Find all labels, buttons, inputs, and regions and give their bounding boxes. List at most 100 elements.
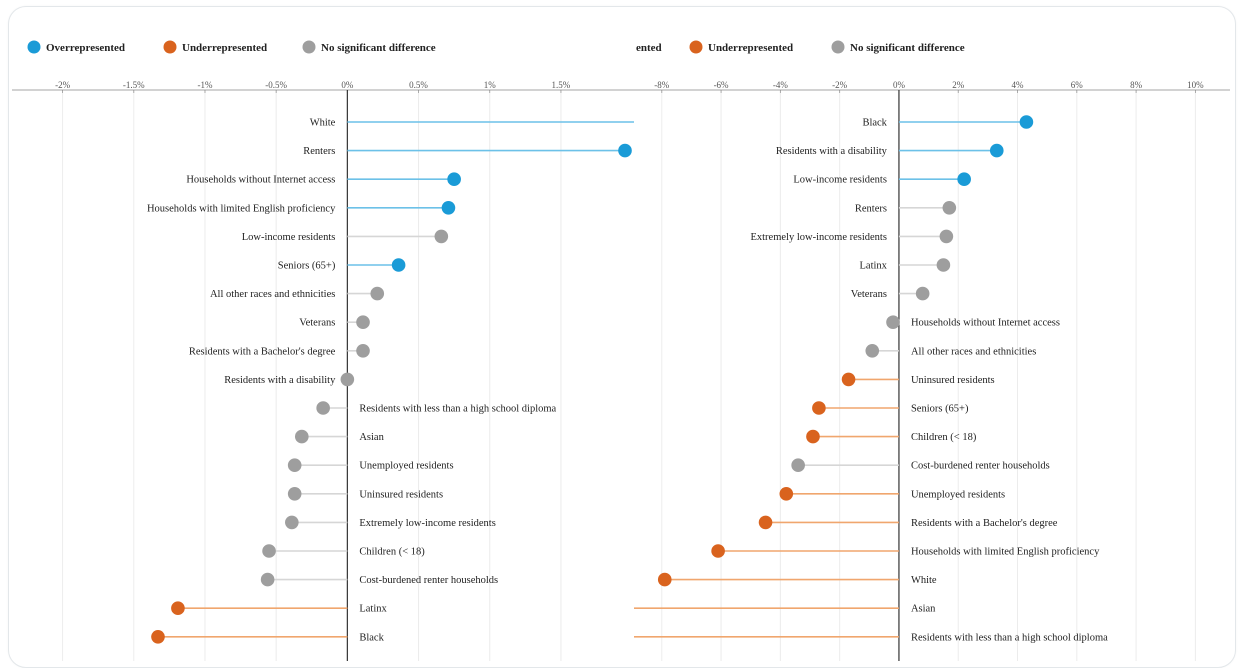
legend: ented Underrepresented No significant diff… (636, 40, 965, 54)
legend-no-significant-difference-label: No significant difference (850, 42, 965, 54)
category-label: Latinx (860, 261, 888, 272)
category-label: Asian (911, 604, 936, 615)
left-chart-panel: Overrepresented Underrepresented No signif… (12, 0, 634, 661)
lollipop-dot (989, 143, 1004, 158)
x-tick-label: 1% (484, 80, 497, 90)
x-tick-label: -8% (654, 80, 669, 90)
lollipop-row: Residents with a Bachelor's degree (758, 515, 1058, 530)
lollipop-row: Latinx (171, 601, 388, 615)
lollipop-row: Veterans (851, 286, 930, 301)
lollipop-dot (434, 229, 449, 244)
lollipop-dot (441, 201, 456, 215)
x-tick-label: -4% (773, 80, 788, 90)
lollipop-dot (356, 315, 370, 330)
category-label: Households without Internet access (911, 318, 1060, 329)
legend-underrepresented-label: Underrepresented (182, 42, 267, 54)
lollipop-row: All other races and ethnicities (210, 286, 385, 301)
lollipop-row: White (657, 572, 937, 587)
category-label: Households with limited English proficie… (147, 203, 336, 214)
lollipop-dot (865, 344, 880, 358)
lollipop-row: Black (151, 630, 385, 644)
lollipop-row: Children (< 18) (262, 544, 425, 558)
lollipop-row: Households without Internet access (186, 172, 461, 186)
lollipop-dot (1019, 115, 1034, 129)
lollipop-row: Uninsured residents (841, 372, 995, 387)
category-label: Children (< 18) (911, 432, 977, 443)
x-tick-label: 0% (893, 80, 906, 90)
lollipop-row: Uninsured residents (287, 487, 443, 501)
lollipop-dot (356, 344, 370, 358)
category-label: Households without Internet access (186, 175, 335, 186)
category-label: Seniors (65+) (911, 404, 969, 415)
lollipop-dot (340, 372, 355, 387)
lollipop-row: Unemployed residents (779, 487, 1005, 501)
lollipop-dot (841, 372, 856, 387)
category-label: Renters (855, 203, 887, 214)
x-tick-label: 4% (1012, 80, 1025, 90)
lollipop-row: Residents with a Bachelor's degree (189, 344, 370, 358)
lollipop-row: Latinx (860, 258, 951, 272)
legend-underrepresented-swatch (689, 40, 703, 54)
lollipop-dot (285, 515, 299, 530)
lollipop-dot (316, 401, 330, 415)
lollipop-row: Residents with less than a high school d… (634, 632, 1108, 643)
lollipops: White Renters Households without Internet … (147, 118, 634, 644)
x-tick-label: 10% (1187, 80, 1204, 90)
x-tick-label: 2% (952, 80, 965, 90)
lollipop-dot (779, 487, 794, 501)
category-label: Residents with a disability (224, 375, 336, 386)
category-label: Cost-burdened renter households (911, 461, 1050, 472)
lollipop-dot (812, 401, 826, 415)
lollipop-dot (942, 201, 957, 215)
category-label: Renters (303, 146, 335, 157)
lollipop-dot (618, 143, 632, 158)
x-tick-label: -0.5% (265, 80, 287, 90)
category-label: Uninsured residents (911, 375, 995, 386)
lollipop-row: All other races and ethnicities (865, 344, 1036, 358)
legend-overrepresented-label-cropped: ented (636, 42, 662, 54)
x-tick-label: -1% (197, 80, 212, 90)
legend-no-significant-difference-swatch (302, 40, 316, 54)
lollipop-dot (287, 487, 302, 501)
legend: Overrepresented Underrepresented No signif… (27, 40, 436, 54)
legend-no-significant-difference-swatch (831, 40, 845, 54)
category-label: Black (359, 632, 384, 643)
lollipop-dot (260, 572, 275, 587)
grid: -8% -6% -4% -2% 0% 2% 4% 6% 8% 10% (634, 80, 1230, 661)
lollipop-dot (287, 458, 302, 473)
legend-no-significant-difference-label: No significant difference (321, 42, 436, 54)
category-label: Residents with less than a high school d… (359, 404, 556, 415)
category-label: Unemployed residents (359, 461, 453, 472)
lollipop-row: Residents with a disability (776, 143, 1004, 158)
category-label: White (310, 118, 336, 129)
lollipop-row: Residents with a disability (224, 372, 355, 387)
category-label: Cost-burdened renter households (359, 575, 498, 586)
lollipop-dot (915, 286, 930, 301)
x-tick-label: -2% (55, 80, 70, 90)
lollipop-dot (711, 544, 725, 558)
lollipop-row: Households without Internet access (886, 315, 1060, 330)
lollipop-dot (171, 601, 185, 615)
x-tick-label: 0% (341, 80, 354, 90)
category-label: Veterans (851, 289, 887, 300)
legend-underrepresented-label: Underrepresented (708, 42, 793, 54)
lollipop-dot (957, 172, 971, 186)
lollipop-row: Extremely low-income residents (750, 229, 954, 244)
lollipop-dot (939, 229, 954, 244)
x-tick-label: -6% (714, 80, 729, 90)
category-label: Uninsured residents (359, 489, 443, 500)
category-label: Extremely low-income residents (750, 232, 886, 243)
legend-overrepresented-swatch (27, 40, 41, 54)
lollipop-dot (370, 286, 385, 301)
lollipop-dot (262, 544, 276, 558)
category-label: Residents with less than a high school d… (911, 632, 1108, 643)
lollipop-dot (294, 429, 309, 444)
lollipop-dot (791, 458, 805, 473)
lollipop-dot (886, 315, 900, 330)
category-label: Black (862, 118, 887, 129)
category-label: Veterans (299, 318, 335, 329)
lollipop-row: Households with limited English proficie… (711, 544, 1100, 558)
legend-overrepresented-label: Overrepresented (46, 42, 125, 54)
lollipop-row: White (310, 118, 634, 129)
category-label: Seniors (65+) (278, 261, 336, 272)
